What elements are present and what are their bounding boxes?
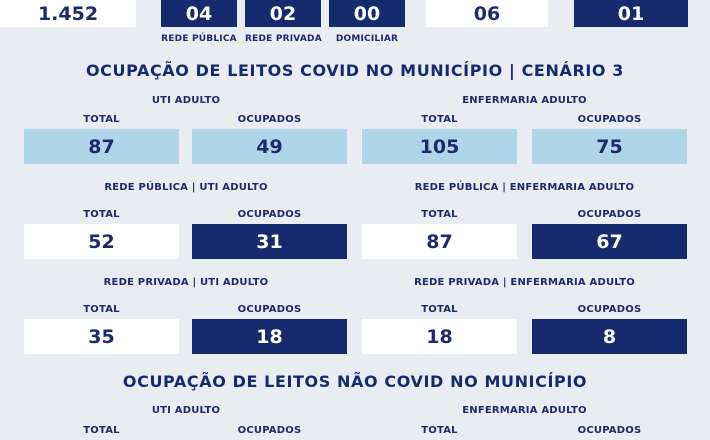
nao-covid-section-title: OCUPAÇÃO DE LEITOS NÃO COVID NO MUNICÍPI… [122,372,588,391]
privada-uti-total-label: TOTAL [83,304,120,315]
covid-uti-occupied: 49 [256,135,283,158]
covid-uti-total-label: TOTAL [83,114,120,125]
covid-uti-heading: UTI ADULTO [151,95,221,106]
privada-enfermaria-heading: REDE PRIVADA | ENFERMARIA ADULTO [414,277,635,288]
privada-enfermaria-total: 18 [426,325,453,348]
covid-uti-total: 87 [88,135,115,158]
value-01-box: 01 [574,0,688,27]
nao-covid-uti-heading: UTI ADULTO [151,405,221,416]
nao-covid-enfermaria-total-label: TOTAL [421,425,458,436]
privada-enfermaria-occupied-label: OCUPADOS [577,304,642,315]
privada-enfermaria-total-box: 18 [362,319,517,354]
covid-enfermaria-total-label: TOTAL [421,114,458,125]
rede-privada-box: 02 [245,0,321,27]
nao-covid-enfermaria-heading: ENFERMARIA ADULTO [462,405,587,416]
domiciliar-value: 00 [353,2,381,25]
publica-uti-total-box: 52 [24,224,179,259]
publica-uti-occupied-label: OCUPADOS [237,209,302,220]
privada-uti-heading: REDE PRIVADA | UTI ADULTO [103,277,269,288]
privada-uti-total-box: 35 [24,319,179,354]
privada-enfermaria-total-label: TOTAL [421,304,458,315]
value-06: 06 [473,2,501,25]
rede-publica-label: REDE PÚBLICA [161,34,237,44]
privada-enfermaria-occupied-box: 8 [532,319,687,354]
privada-uti-occupied: 18 [256,325,283,348]
covid-uti-total-box: 87 [24,129,179,164]
covid-uti-occupied-box: 49 [192,129,347,164]
covid-enfermaria-occupied-box: 75 [532,129,687,164]
publica-enfermaria-occupied-label: OCUPADOS [577,209,642,220]
privada-uti-total: 35 [88,325,115,348]
publica-uti-occupied-box: 31 [192,224,347,259]
value-06-box: 06 [426,0,548,27]
domiciliar-label: DOMICILIAR [335,34,399,44]
publica-uti-occupied: 31 [256,230,283,253]
publica-enfermaria-heading: REDE PÚBLICA | ENFERMARIA ADULTO [414,182,635,193]
publica-enfermaria-total-label: TOTAL [421,209,458,220]
publica-uti-total: 52 [88,230,115,253]
domiciliar-box: 00 [329,0,405,27]
rede-privada-value: 02 [269,2,297,25]
rede-privada-label: REDE PRIVADA [245,34,322,44]
publica-uti-total-label: TOTAL [83,209,120,220]
total-value: 1.452 [37,2,99,25]
covid-enfermaria-occupied-label: OCUPADOS [577,114,642,125]
rede-publica-value: 04 [185,2,213,25]
nao-covid-uti-occupied-label: OCUPADOS [237,425,302,436]
publica-enfermaria-total: 87 [426,230,453,253]
value-01: 01 [617,2,645,25]
publica-enfermaria-occupied: 67 [596,230,623,253]
publica-enfermaria-occupied-box: 67 [532,224,687,259]
privada-uti-occupied-label: OCUPADOS [237,304,302,315]
privada-uti-occupied-box: 18 [192,319,347,354]
publica-enfermaria-total-box: 87 [362,224,517,259]
privada-enfermaria-occupied: 8 [602,325,617,348]
covid-enfermaria-total-box: 105 [362,129,517,164]
covid-enfermaria-total: 105 [419,135,460,158]
covid-section-title: OCUPAÇÃO DE LEITOS COVID NO MUNICÍPIO | … [85,61,625,80]
total-value-box: 1.452 [0,0,136,27]
covid-enfermaria-heading: ENFERMARIA ADULTO [462,95,587,106]
publica-uti-heading: REDE PÚBLICA | UTI ADULTO [104,182,268,193]
nao-covid-enfermaria-occupied-label: OCUPADOS [577,425,642,436]
rede-publica-box: 04 [161,0,237,27]
covid-uti-occupied-label: OCUPADOS [237,114,302,125]
nao-covid-uti-total-label: TOTAL [83,425,120,436]
covid-enfermaria-occupied: 75 [596,135,623,158]
